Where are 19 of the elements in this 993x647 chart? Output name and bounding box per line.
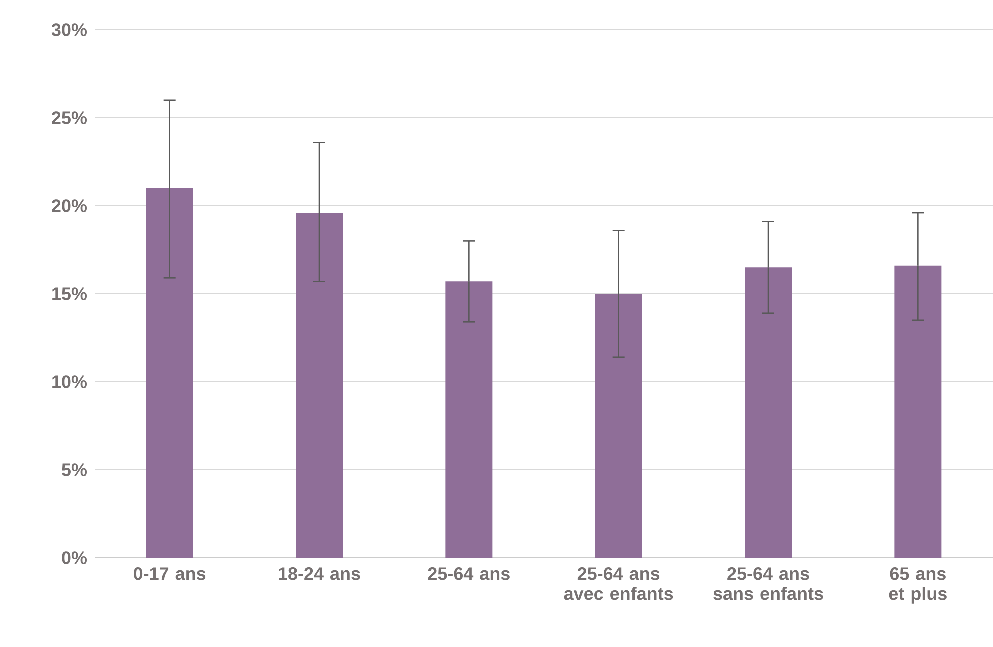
y-tick-label: 20%	[52, 200, 87, 212]
bar	[595, 294, 642, 558]
x-tick-label: 25-64 ans sans enfants	[714, 568, 824, 600]
x-tick-label: 25-64 ans	[428, 568, 510, 580]
x-tick-label: 18-24 ans	[279, 568, 360, 580]
x-tick-label: 65 ans et plus	[889, 568, 947, 604]
bar	[894, 266, 942, 558]
y-tick-label: 15%	[52, 288, 87, 300]
x-tick-label: 25-64 ans avec enfants	[564, 568, 674, 600]
bar	[296, 213, 344, 558]
y-tick-label: 25%	[52, 112, 87, 124]
x-tick-label: 0-17 ans	[134, 568, 206, 580]
y-tick-label: 5%	[62, 464, 88, 476]
bar	[745, 268, 792, 558]
y-tick-label: 30%	[52, 24, 87, 36]
y-tick-label: 0%	[62, 552, 88, 564]
bar	[146, 188, 194, 558]
y-tick-label: 10%	[52, 376, 87, 388]
bar	[446, 282, 493, 558]
